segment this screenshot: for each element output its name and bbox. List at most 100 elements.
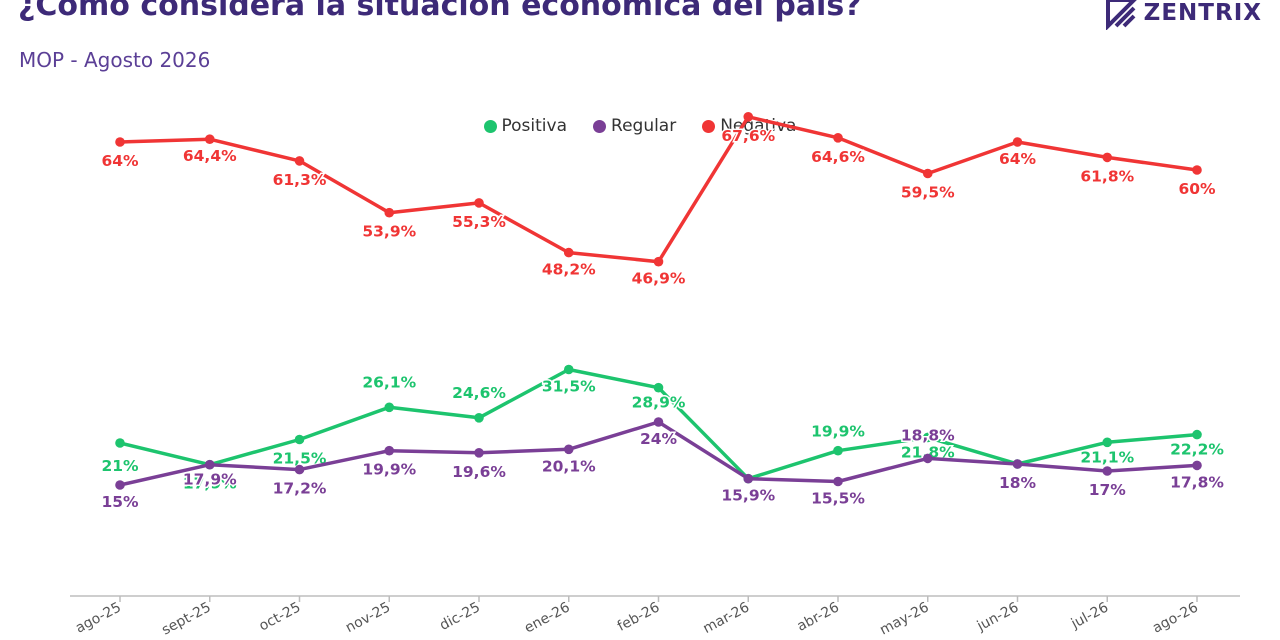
logo-text: ZENTRIX	[1143, 0, 1262, 26]
data-label: 61,3%	[273, 171, 327, 189]
data-point	[833, 445, 843, 456]
data-point	[1012, 459, 1023, 469]
legend-label-regular: Regular	[611, 116, 677, 136]
data-label: 15,9%	[721, 487, 775, 505]
data-label: 46,9%	[632, 270, 686, 288]
brand-logo: ZENTRIX	[1104, 0, 1262, 30]
data-point	[833, 476, 843, 487]
legend-label-positiva: Positiva	[501, 116, 568, 136]
x-tick-label: nov-25	[343, 599, 393, 636]
x-tick-label: oct-25	[256, 599, 303, 634]
x-tick-label: ene-26	[522, 599, 573, 636]
x-tick-label: ago-26	[1150, 599, 1201, 636]
data-label: 22,2%	[1170, 441, 1224, 459]
data-point	[294, 156, 305, 166]
x-tick-label: may-26	[877, 599, 931, 638]
data-label: 60%	[1178, 180, 1216, 198]
data-label: 19,6%	[452, 463, 506, 481]
data-point	[294, 434, 305, 445]
data-point	[1102, 437, 1113, 448]
x-tick-label: dic-25	[437, 599, 483, 633]
data-point	[294, 464, 305, 475]
series-line	[119, 115, 1198, 264]
data-point	[563, 247, 574, 258]
data-label: 24,6%	[452, 384, 506, 402]
data-point	[204, 459, 215, 470]
legend-swatch-negativa	[702, 119, 716, 133]
data-point	[653, 256, 664, 267]
data-point	[474, 413, 484, 423]
chart-legend: Positiva Regular Negativa	[0, 116, 1280, 136]
data-point	[115, 137, 125, 147]
data-point	[743, 473, 754, 484]
data-label: 64,6%	[811, 148, 865, 166]
data-label: 55,3%	[452, 213, 506, 231]
legend-item-regular: Regular	[593, 116, 676, 136]
data-label: 20,1%	[542, 457, 596, 475]
data-point	[922, 453, 933, 464]
data-point	[384, 207, 395, 218]
data-point	[1102, 152, 1113, 163]
data-label: 31,5%	[542, 378, 596, 396]
data-label: 64,4%	[183, 147, 237, 165]
data-label: 21,1%	[1080, 448, 1134, 466]
zentrix-logo-icon	[1105, 0, 1137, 30]
series-regular: 15% 17,9% 17,2% 19,9% 19,6% 20,1% 24% 15,9% 15,5…	[100, 417, 1226, 513]
data-label: 24%	[640, 430, 678, 448]
data-label: 28,9%	[632, 394, 686, 412]
x-tick-label: abr-26	[794, 599, 841, 634]
x-tick-label: ago-25	[73, 599, 124, 636]
data-label: 21%	[101, 457, 139, 475]
data-point	[922, 168, 933, 179]
data-label: 26,1%	[362, 373, 416, 391]
data-label: 15,5%	[811, 490, 865, 508]
data-label: 17,8%	[1170, 473, 1224, 491]
data-point	[474, 198, 484, 208]
data-label: 18,8%	[901, 426, 955, 444]
x-tick-label: feb-26	[615, 599, 663, 634]
data-point	[1192, 165, 1202, 175]
legend-swatch-positiva	[483, 119, 497, 133]
data-point	[653, 417, 664, 427]
data-label: 64%	[999, 150, 1037, 168]
data-point	[1102, 466, 1113, 476]
data-point	[115, 438, 125, 448]
data-point	[204, 134, 215, 144]
data-point	[1192, 429, 1202, 440]
data-point	[743, 112, 754, 122]
data-label: 59,5%	[901, 184, 955, 202]
data-label: 15%	[101, 493, 139, 511]
data-label: 61,8%	[1080, 167, 1134, 185]
data-point	[833, 133, 843, 143]
data-point	[563, 444, 574, 455]
x-tick-label: mar-26	[701, 599, 753, 637]
x-tick-label: jul-26	[1068, 599, 1111, 632]
chart-subtitle: MOP - Agosto 2026	[19, 48, 211, 72]
data-label: 19,9%	[362, 461, 416, 479]
data-point	[922, 432, 933, 443]
data-label: 17%	[1089, 481, 1127, 499]
data-label: 17,2%	[273, 480, 327, 498]
data-label: 18%	[999, 474, 1037, 492]
data-label: 17,9%	[183, 471, 237, 489]
data-point	[115, 480, 125, 490]
data-label: 19,9%	[811, 423, 865, 441]
data-point	[1012, 137, 1023, 147]
legend-item-positiva: Positiva	[483, 116, 568, 136]
data-point	[1192, 460, 1202, 471]
x-tick-label: sept-25	[159, 599, 213, 638]
data-point	[384, 445, 395, 456]
data-label: 21,5%	[273, 450, 327, 468]
data-label: 67,6%	[721, 127, 775, 145]
data-label: 48,2%	[542, 261, 596, 279]
series-positiva: 21% 17,9% 21,5% 26,1% 24,6% 31,5% 28,9% 19,9% 21…	[100, 364, 1226, 494]
data-label: 64%	[101, 152, 139, 170]
data-point	[653, 382, 664, 393]
data-point	[563, 364, 574, 375]
data-label: 53,9%	[362, 223, 416, 241]
legend-swatch-regular	[593, 119, 607, 133]
data-point	[384, 402, 395, 413]
series-negativa: 64% 64,4% 61,3% 53,9% 55,3% 48,2% 46,9% 67,6% 64…	[100, 112, 1218, 289]
data-label: 17,9%	[183, 475, 237, 493]
